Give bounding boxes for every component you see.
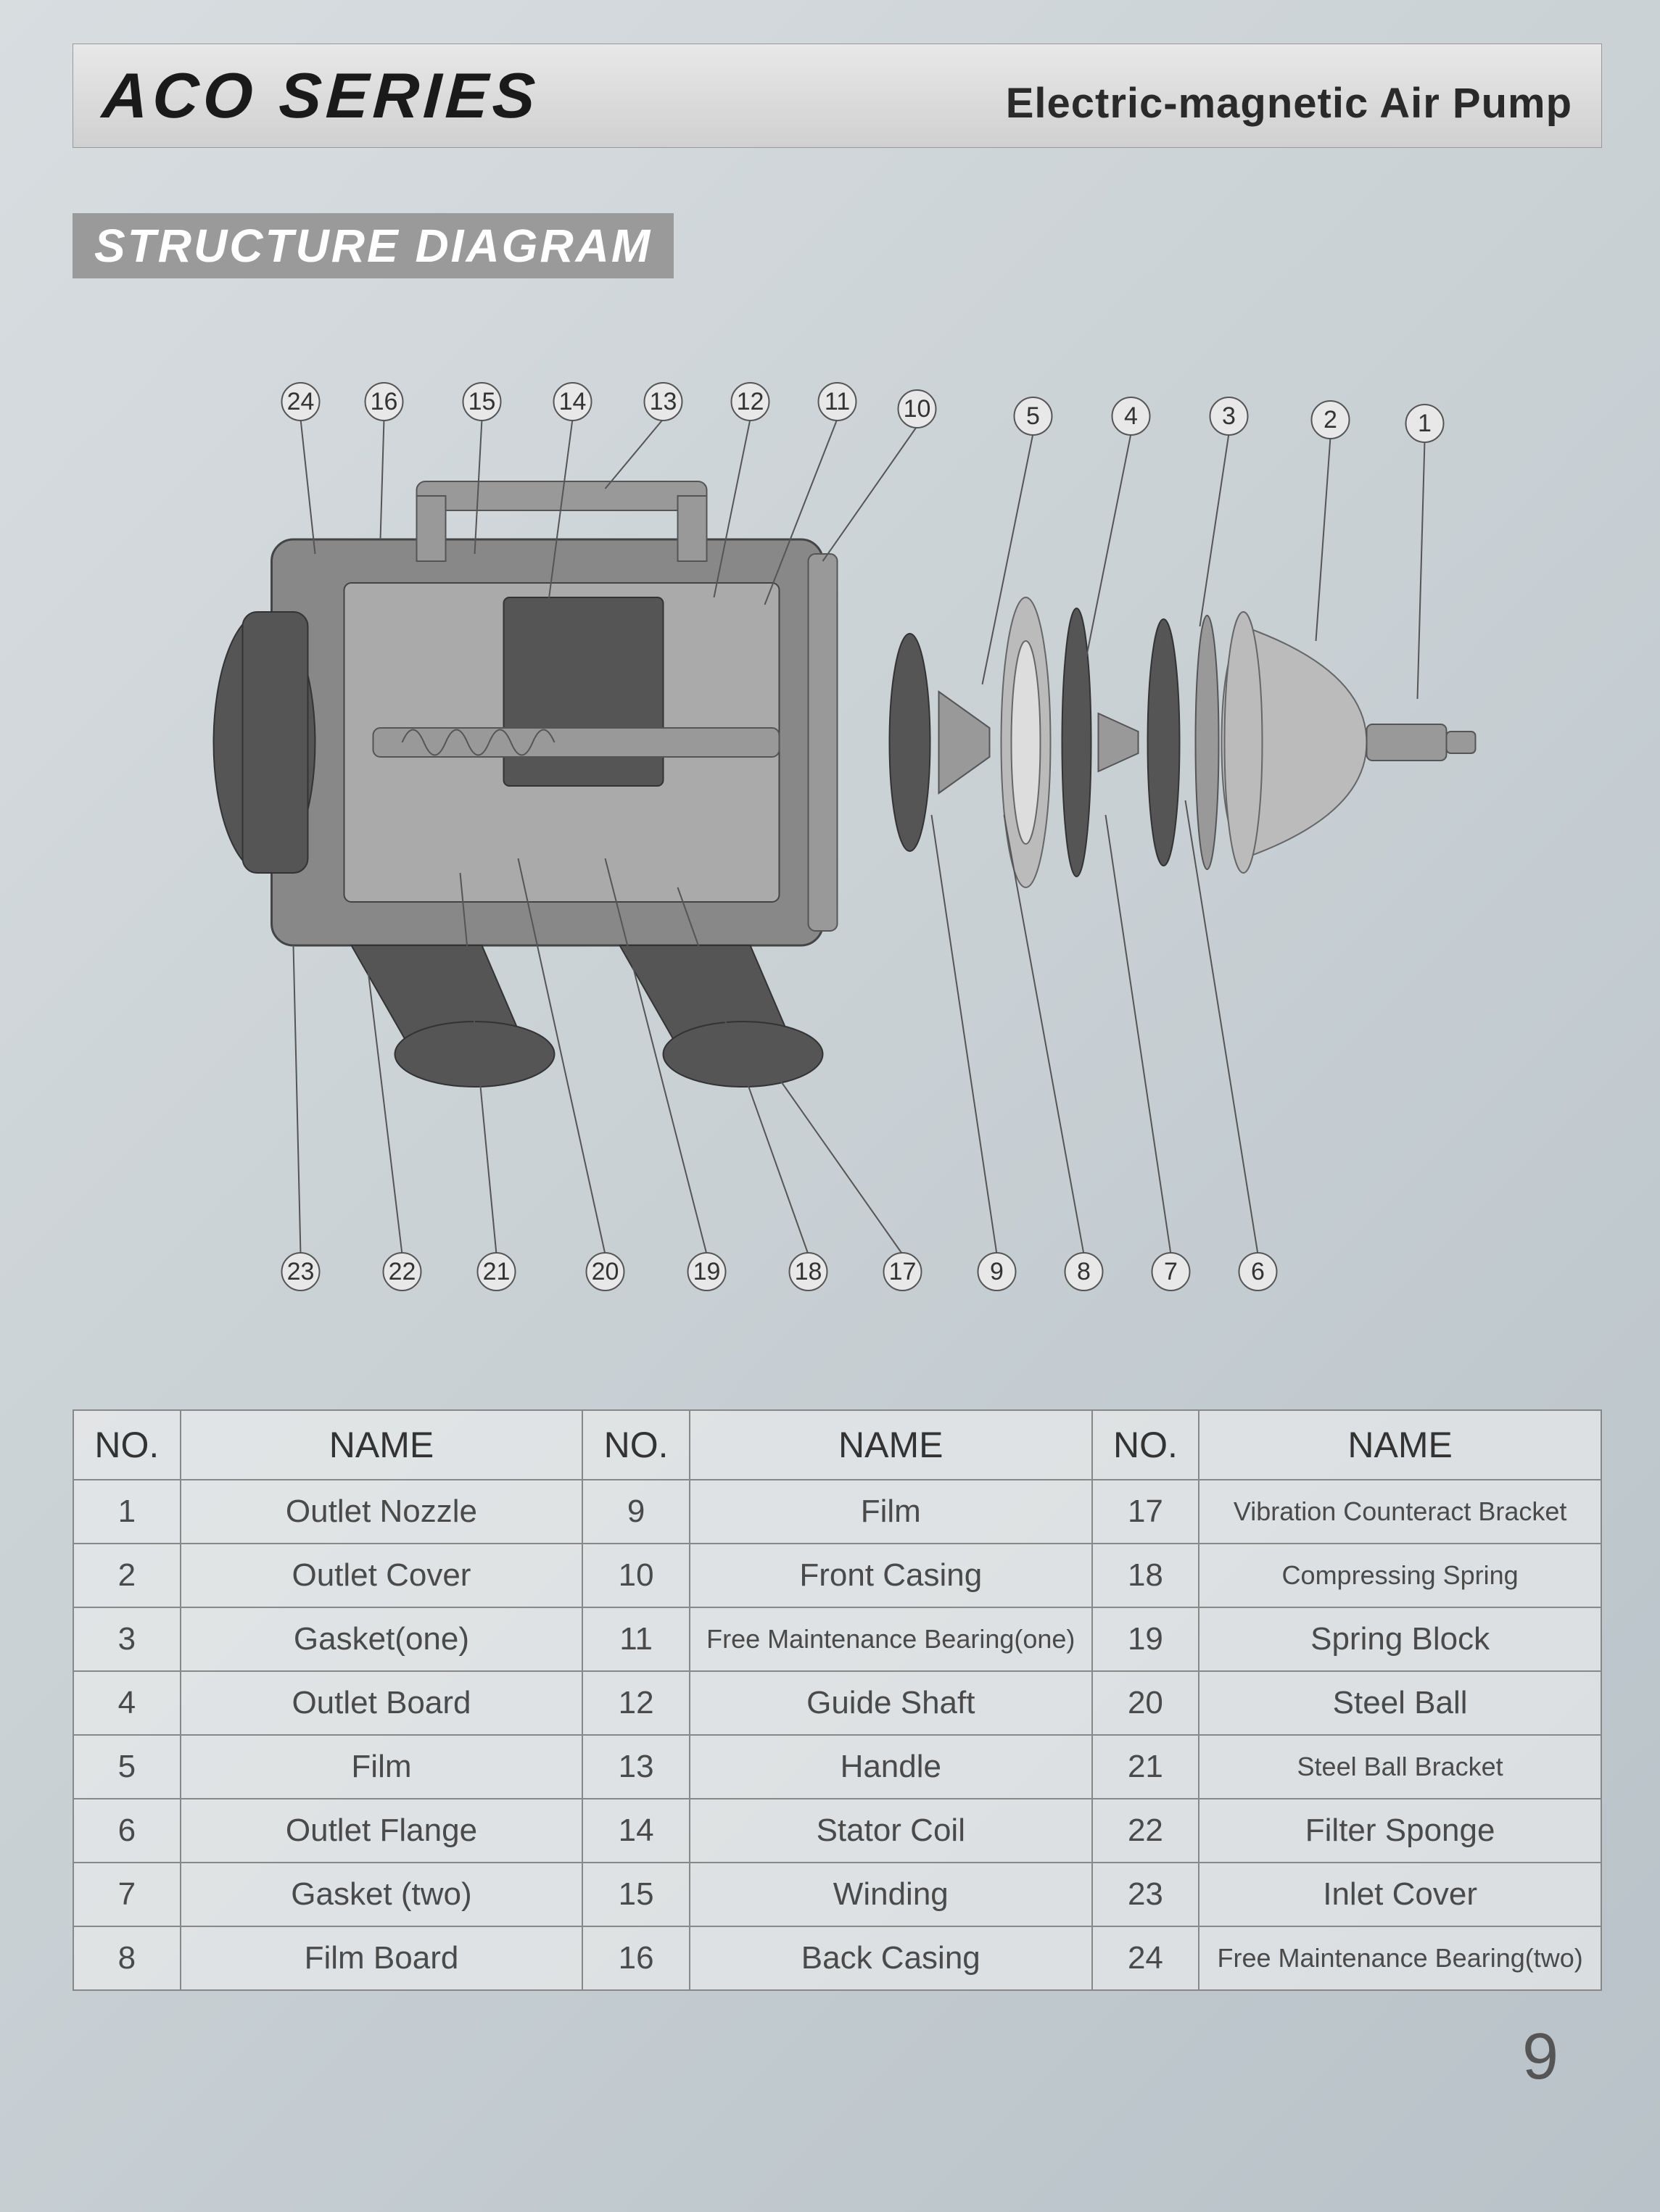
part-no: 9 — [582, 1480, 690, 1544]
part-no: 5 — [73, 1735, 181, 1799]
part-name: Winding — [690, 1863, 1092, 1926]
col-name-3: NAME — [1199, 1410, 1601, 1480]
callout-label-8: 8 — [1077, 1258, 1091, 1285]
callout-label-7: 7 — [1164, 1258, 1178, 1285]
part-no: 11 — [582, 1607, 690, 1671]
part-name: Gasket (two) — [181, 1863, 583, 1926]
col-name-1: NAME — [181, 1410, 583, 1480]
callout-label-20: 20 — [592, 1258, 619, 1285]
callout-label-19: 19 — [693, 1258, 721, 1285]
table-row: 8Film Board16Back Casing24Free Maintenan… — [73, 1926, 1601, 1990]
part-no: 15 — [582, 1863, 690, 1926]
part-name: Outlet Flange — [181, 1799, 583, 1863]
part-no: 19 — [1092, 1607, 1199, 1671]
part-no: 12 — [582, 1671, 690, 1735]
page-number: 9 — [73, 2020, 1602, 2095]
table-header-row: NO. NAME NO. NAME NO. NAME — [73, 1410, 1601, 1480]
callout-label-17: 17 — [889, 1258, 917, 1285]
callout-label-14: 14 — [559, 388, 587, 415]
col-no-1: NO. — [73, 1410, 181, 1480]
part-name: Film — [181, 1735, 583, 1799]
table-row: 4Outlet Board12Guide Shaft20Steel Ball — [73, 1671, 1601, 1735]
callout-label-13: 13 — [650, 388, 677, 415]
part-name: Guide Shaft — [690, 1671, 1092, 1735]
part-no: 4 — [73, 1671, 181, 1735]
part-name: Free Maintenance Bearing(two) — [1199, 1926, 1601, 1990]
part-name: Outlet Cover — [181, 1544, 583, 1607]
col-name-2: NAME — [690, 1410, 1092, 1480]
table-row: 6Outlet Flange14Stator Coil22Filter Spon… — [73, 1799, 1601, 1863]
part-name: Compressing Spring — [1199, 1544, 1601, 1607]
structure-diagram: 241615141312111054321232221201918179876 — [73, 322, 1602, 1351]
callout-label-21: 21 — [483, 1258, 511, 1285]
part-name: Filter Sponge — [1199, 1799, 1601, 1863]
col-no-2: NO. — [582, 1410, 690, 1480]
part-name: Gasket(one) — [181, 1607, 583, 1671]
part-no: 21 — [1092, 1735, 1199, 1799]
table-row: 2Outlet Cover10Front Casing18Compressing… — [73, 1544, 1601, 1607]
part-name: Stator Coil — [690, 1799, 1092, 1863]
section-label: STRUCTURE DIAGRAM — [73, 213, 674, 278]
col-no-3: NO. — [1092, 1410, 1199, 1480]
callout-label-3: 3 — [1222, 402, 1236, 430]
part-no: 14 — [582, 1799, 690, 1863]
callout-label-6: 6 — [1251, 1258, 1265, 1285]
part-no: 8 — [73, 1926, 181, 1990]
part-name: Outlet Board — [181, 1671, 583, 1735]
part-no: 2 — [73, 1544, 181, 1607]
header-subtitle: Electric-magnetic Air Pump — [1006, 79, 1572, 128]
part-no: 23 — [1092, 1863, 1199, 1926]
table-row: 3Gasket(one)11Free Maintenance Bearing(o… — [73, 1607, 1601, 1671]
part-name: Back Casing — [690, 1926, 1092, 1990]
callout-label-9: 9 — [990, 1258, 1004, 1285]
callout-label-22: 22 — [389, 1258, 416, 1285]
part-no: 17 — [1092, 1480, 1199, 1544]
callout-label-11: 11 — [825, 388, 850, 415]
part-name: Film Board — [181, 1926, 583, 1990]
header-bar: ACO SERIES Electric-magnetic Air Pump — [73, 44, 1602, 148]
table-row: 1Outlet Nozzle9Film17Vibration Counterac… — [73, 1480, 1601, 1544]
callout-label-1: 1 — [1418, 410, 1432, 437]
part-name: Steel Ball Bracket — [1199, 1735, 1601, 1799]
part-name: Film — [690, 1480, 1092, 1544]
part-name: Vibration Counteract Bracket — [1199, 1480, 1601, 1544]
series-title: ACO SERIES — [100, 59, 541, 133]
part-name: Outlet Nozzle — [181, 1480, 583, 1544]
part-no: 22 — [1092, 1799, 1199, 1863]
part-no: 7 — [73, 1863, 181, 1926]
table-row: 7Gasket (two)15Winding23Inlet Cover — [73, 1863, 1601, 1926]
callout-label-4: 4 — [1124, 402, 1138, 430]
part-name: Free Maintenance Bearing(one) — [690, 1607, 1092, 1671]
diagram-svg: 241615141312111054321232221201918179876 — [73, 322, 1602, 1351]
part-name: Handle — [690, 1735, 1092, 1799]
part-name: Steel Ball — [1199, 1671, 1601, 1735]
part-no: 16 — [582, 1926, 690, 1990]
callout-label-2: 2 — [1324, 406, 1337, 434]
part-name: Inlet Cover — [1199, 1863, 1601, 1926]
part-no: 10 — [582, 1544, 690, 1607]
parts-table: NO. NAME NO. NAME NO. NAME 1Outlet Nozzl… — [73, 1409, 1602, 1991]
callout-label-16: 16 — [371, 388, 398, 415]
callout-label-18: 18 — [795, 1258, 822, 1285]
callout-label-10: 10 — [904, 395, 931, 423]
callout-label-15: 15 — [468, 388, 496, 415]
part-no: 20 — [1092, 1671, 1199, 1735]
part-name: Spring Block — [1199, 1607, 1601, 1671]
part-no: 6 — [73, 1799, 181, 1863]
part-no: 1 — [73, 1480, 181, 1544]
callout-label-24: 24 — [287, 388, 315, 415]
callout-label-5: 5 — [1026, 402, 1040, 430]
part-no: 18 — [1092, 1544, 1199, 1607]
callout-label-23: 23 — [287, 1258, 315, 1285]
table-row: 5Film13Handle21Steel Ball Bracket — [73, 1735, 1601, 1799]
part-no: 3 — [73, 1607, 181, 1671]
pump-drawing — [214, 481, 1476, 1087]
part-name: Front Casing — [690, 1544, 1092, 1607]
part-no: 24 — [1092, 1926, 1199, 1990]
part-no: 13 — [582, 1735, 690, 1799]
callout-label-12: 12 — [737, 388, 764, 415]
